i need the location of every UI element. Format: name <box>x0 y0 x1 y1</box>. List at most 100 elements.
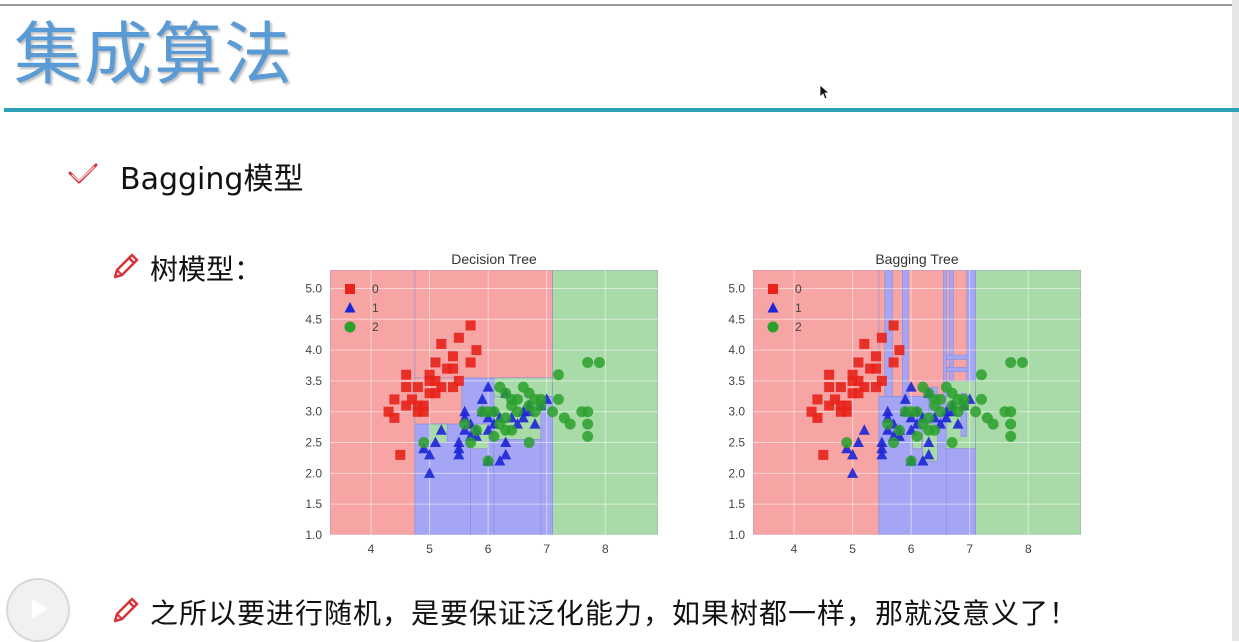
data-point-class-0 <box>888 357 899 368</box>
data-point-class-0 <box>442 363 453 374</box>
data-point-class-2 <box>946 437 958 449</box>
data-point-class-0 <box>824 382 835 393</box>
y-tick-label: 4.5 <box>305 312 322 326</box>
data-point-class-0 <box>412 406 423 417</box>
data-point-class-0 <box>389 412 400 423</box>
x-tick-label: 8 <box>1025 542 1032 556</box>
data-point-class-2 <box>552 369 564 381</box>
y-tick-label: 5.0 <box>305 281 322 295</box>
data-point-class-0 <box>859 382 870 393</box>
data-point-class-0 <box>841 400 852 411</box>
data-point-class-0 <box>824 400 835 411</box>
data-point-class-2 <box>1005 418 1017 430</box>
x-tick-label: 6 <box>485 542 492 556</box>
data-point-class-0 <box>853 388 864 399</box>
data-point-class-1 <box>905 381 917 392</box>
data-point-class-0 <box>453 332 464 343</box>
data-point-class-2 <box>841 437 853 449</box>
y-tick-label: 4.0 <box>728 343 745 357</box>
data-point-class-2 <box>459 418 471 430</box>
data-point-class-2 <box>970 406 982 418</box>
data-point-class-2 <box>593 356 605 368</box>
legend-marker-0 <box>345 284 355 294</box>
data-point-class-0 <box>401 382 412 393</box>
data-point-class-2 <box>911 430 923 442</box>
data-point-class-0 <box>383 406 394 417</box>
legend-label: 2 <box>372 320 379 334</box>
y-tick-label: 3.5 <box>305 374 322 388</box>
data-point-class-0 <box>876 375 887 386</box>
pencil-icon <box>110 594 142 630</box>
data-point-class-1 <box>453 448 465 460</box>
data-point-class-0 <box>847 375 858 386</box>
plot-area <box>753 270 1081 535</box>
data-point-class-2 <box>547 406 559 418</box>
data-point-class-0 <box>865 363 876 374</box>
data-point-class-0 <box>841 406 852 417</box>
data-point-class-0 <box>812 412 823 423</box>
data-point-class-2 <box>517 381 529 393</box>
data-point-class-0 <box>407 394 417 405</box>
data-point-class-1 <box>876 448 888 460</box>
legend-marker-2 <box>344 321 356 333</box>
data-point-class-0 <box>424 388 435 399</box>
data-point-class-1 <box>435 424 447 435</box>
data-point-class-2 <box>564 418 576 430</box>
x-tick-label: 6 <box>908 542 915 556</box>
y-tick-label: 4.5 <box>728 312 745 326</box>
data-point-class-2 <box>488 406 500 418</box>
y-tick-label: 2.0 <box>305 466 322 480</box>
data-point-class-1 <box>529 418 541 429</box>
data-point-class-2 <box>958 393 970 405</box>
data-point-class-0 <box>853 357 864 368</box>
y-tick-label: 5.0 <box>728 281 745 295</box>
data-point-class-2 <box>582 356 594 368</box>
data-point-class-2 <box>1005 406 1017 418</box>
data-point-class-0 <box>859 338 870 349</box>
play-button[interactable] <box>6 578 70 642</box>
data-point-class-2 <box>905 455 917 467</box>
data-point-class-0 <box>430 375 441 386</box>
top-border <box>0 4 1239 6</box>
decision-tree-chart: Decision Tree 4 5 6 7 8 1.0 1.5 2.0 2.5 3.0 3.5 4.0 4… <box>305 251 658 556</box>
data-point-class-2 <box>488 430 500 442</box>
data-point-class-1 <box>847 467 859 478</box>
data-point-class-0 <box>847 388 858 399</box>
data-point-class-0 <box>389 394 400 405</box>
data-point-class-1 <box>482 381 494 392</box>
data-point-class-1 <box>424 448 436 460</box>
data-point-class-2 <box>940 381 952 393</box>
x-tick-label: 5 <box>849 542 856 556</box>
data-point-class-1 <box>500 436 512 448</box>
decision-region <box>493 439 542 535</box>
slide-title: 集成算法 <box>14 16 295 95</box>
data-point-class-0 <box>471 345 482 356</box>
data-point-class-2 <box>987 418 999 430</box>
data-point-class-2 <box>482 455 494 467</box>
legend-marker-1 <box>767 302 779 313</box>
data-point-class-1 <box>500 448 512 460</box>
data-point-class-1 <box>858 424 870 435</box>
data-point-class-0 <box>436 382 447 393</box>
decision-region <box>948 270 954 382</box>
data-point-class-2 <box>882 418 894 430</box>
x-tick-label: 8 <box>602 542 609 556</box>
data-point-class-0 <box>424 369 435 380</box>
y-tick-label: 1.0 <box>728 528 745 542</box>
y-tick-label: 4.0 <box>305 343 322 357</box>
data-point-class-0 <box>412 400 423 411</box>
y-tick-label: 3.5 <box>728 374 745 388</box>
y-tick-label: 1.0 <box>305 528 322 542</box>
data-point-class-2 <box>582 430 594 442</box>
data-point-class-0 <box>871 351 881 362</box>
data-point-class-1 <box>852 436 864 448</box>
plot-area <box>330 270 658 535</box>
data-point-class-1 <box>882 405 894 417</box>
x-tick-label: 7 <box>543 542 550 556</box>
data-point-class-0 <box>894 345 905 356</box>
data-point-class-0 <box>835 406 846 417</box>
bullet-tree-model-text: 树模型： <box>150 253 263 286</box>
y-tick-label: 2.0 <box>728 466 745 480</box>
x-tick-label: 4 <box>368 542 375 556</box>
pencil-icon <box>110 250 142 286</box>
